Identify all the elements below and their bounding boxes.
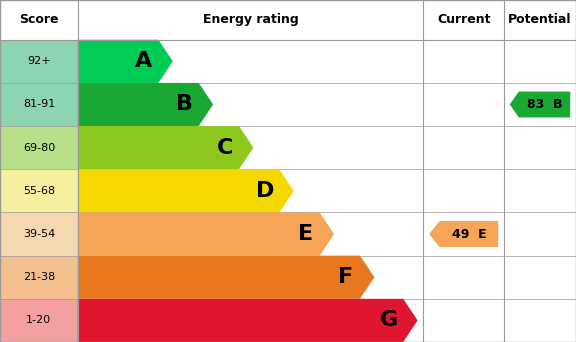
Text: Score: Score bbox=[19, 13, 59, 26]
Polygon shape bbox=[78, 255, 374, 299]
Text: B: B bbox=[176, 94, 193, 115]
Polygon shape bbox=[429, 221, 498, 247]
Text: 49  E: 49 E bbox=[452, 227, 486, 240]
FancyBboxPatch shape bbox=[0, 40, 78, 83]
Text: 1-20: 1-20 bbox=[26, 315, 51, 325]
Text: A: A bbox=[135, 51, 153, 71]
Text: 81-91: 81-91 bbox=[23, 100, 55, 109]
Text: 21-38: 21-38 bbox=[23, 272, 55, 282]
Text: 92+: 92+ bbox=[27, 56, 51, 66]
Text: Potential: Potential bbox=[508, 13, 572, 26]
Text: Current: Current bbox=[437, 13, 490, 26]
FancyBboxPatch shape bbox=[0, 126, 78, 169]
Text: D: D bbox=[256, 181, 274, 201]
FancyBboxPatch shape bbox=[0, 299, 78, 342]
Polygon shape bbox=[78, 299, 418, 342]
Text: 83  B: 83 B bbox=[527, 98, 562, 111]
Polygon shape bbox=[78, 212, 334, 255]
Polygon shape bbox=[78, 40, 173, 83]
Polygon shape bbox=[78, 83, 213, 126]
Polygon shape bbox=[78, 169, 294, 212]
Text: 69-80: 69-80 bbox=[23, 143, 55, 153]
Text: 39-54: 39-54 bbox=[23, 229, 55, 239]
Text: 55-68: 55-68 bbox=[23, 186, 55, 196]
FancyBboxPatch shape bbox=[0, 169, 78, 212]
FancyBboxPatch shape bbox=[0, 83, 78, 126]
Polygon shape bbox=[510, 92, 570, 117]
Text: C: C bbox=[217, 138, 233, 158]
FancyBboxPatch shape bbox=[0, 255, 78, 299]
Text: F: F bbox=[338, 267, 353, 287]
Text: G: G bbox=[380, 311, 398, 330]
Text: E: E bbox=[298, 224, 313, 244]
Text: Energy rating: Energy rating bbox=[203, 13, 298, 26]
Polygon shape bbox=[78, 126, 253, 169]
FancyBboxPatch shape bbox=[0, 212, 78, 255]
